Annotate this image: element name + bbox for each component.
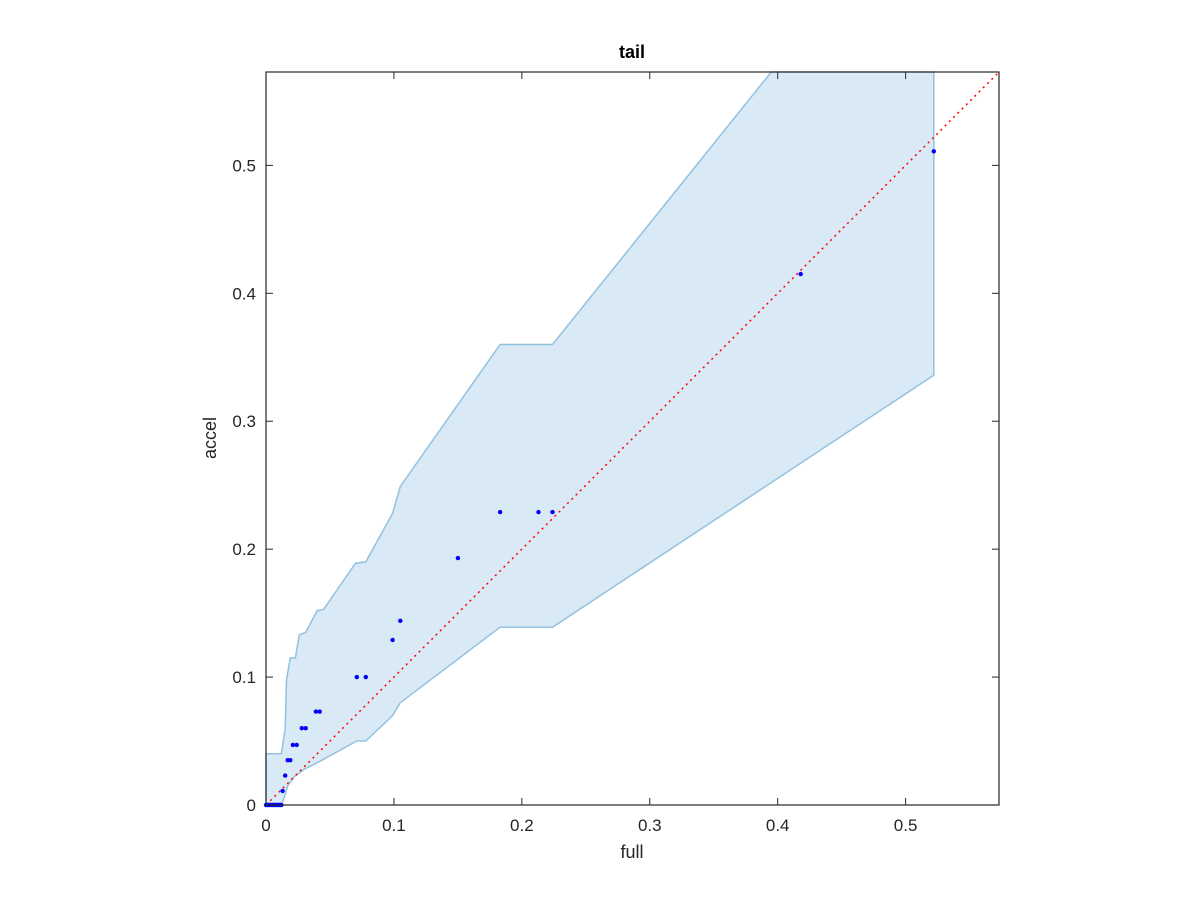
x-axis-label: full [620,842,643,862]
data-point [798,271,803,277]
data-point [536,509,541,515]
data-point [303,726,308,731]
x-tick-label: 0.4 [766,816,790,835]
data-point [398,618,403,623]
y-tick-label: 0.1 [232,668,256,687]
data-point [931,149,936,154]
data-point [390,637,395,643]
chart-title: tail [619,42,645,62]
y-tick-label: 0.5 [232,156,256,175]
data-point [288,758,293,763]
y-tick-label: 0.4 [232,284,256,303]
data-point [317,709,322,714]
data-point [455,555,461,561]
data-point [280,788,285,794]
axes-box [265,71,1000,806]
confidence-band [265,71,935,806]
data-point [283,773,288,778]
data-point [363,674,368,680]
y-tick-label: 0 [247,796,256,815]
x-tick-label: 0.5 [894,816,918,835]
y-tick-label: 0.2 [232,540,256,559]
data-point [550,509,555,515]
x-tick-label: 0.3 [638,816,662,835]
y-tick-label: 0.3 [232,412,256,431]
data-point [497,509,503,515]
data-point [354,674,359,680]
data-point [294,742,299,748]
y-axis-label: accel [200,417,220,459]
data-point [313,709,319,714]
x-tick-label: 0.2 [510,816,534,835]
x-tick-label: 0 [261,816,270,835]
data-point [290,742,296,748]
data-point [299,726,304,731]
x-tick-label: 0.1 [382,816,406,835]
